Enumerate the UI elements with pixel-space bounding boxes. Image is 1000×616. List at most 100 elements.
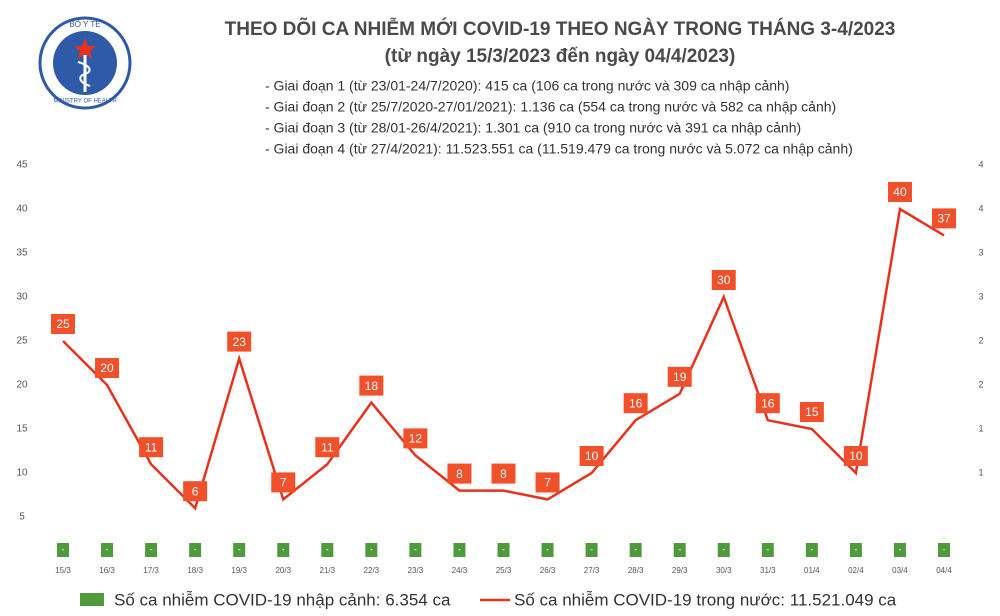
label-box	[183, 481, 208, 502]
bar-label: -	[634, 544, 637, 554]
bar-label: -	[458, 544, 461, 554]
data-label: 8	[500, 467, 507, 481]
label-box	[799, 402, 824, 422]
note: - Giai đoạn 4 (từ 27/4/2021): 11.523.551…	[265, 141, 853, 157]
bar	[233, 543, 246, 557]
x-tick-label: 16/3	[99, 566, 115, 575]
label-box	[755, 393, 780, 414]
label-box	[711, 270, 736, 290]
x-tick-label: 18/3	[187, 566, 203, 575]
note: - Giai đoạn 3 (từ 28/01-26/4/2021): 1.30…	[265, 120, 801, 136]
bar-label: -	[370, 544, 373, 554]
bar-label: -	[590, 544, 593, 554]
x-tick-label: 27/3	[584, 566, 600, 575]
bar-label: -	[546, 544, 549, 554]
logo-bottom: MINISTRY OF HEALTH	[53, 99, 116, 105]
data-label: 11	[321, 440, 334, 454]
x-tick-label: 04/4	[936, 566, 952, 575]
label-box	[315, 437, 340, 458]
x-tick-label: 01/4	[804, 566, 820, 575]
legend-label: Số ca nhiễm COVID-19 nhập cảnh: 6.354 ca	[114, 590, 451, 609]
bar-label: -	[722, 544, 725, 554]
x-tick-label: 20/3	[275, 566, 291, 575]
y-tick-label: 25	[16, 336, 28, 347]
label-box	[491, 463, 516, 484]
bar	[189, 543, 202, 557]
y2-tick-label: 4	[978, 203, 983, 213]
x-tick-label: 21/3	[320, 566, 336, 575]
x-tick-label: 17/3	[143, 566, 159, 575]
bar-label: -	[194, 544, 197, 554]
y2-tick-label: 3	[978, 247, 983, 257]
bar	[145, 543, 158, 557]
label-box	[843, 446, 868, 466]
data-label: 16	[761, 396, 775, 410]
bar	[101, 543, 114, 557]
label-box	[359, 375, 384, 396]
data-label: 20	[100, 361, 114, 375]
label-box	[139, 437, 164, 458]
y2-tick-label: 4	[978, 159, 983, 169]
data-label: 40	[893, 185, 907, 199]
data-label: 19	[673, 370, 687, 384]
x-tick-label: 28/3	[628, 566, 644, 575]
y-tick-label: 30	[16, 292, 28, 303]
y2-tick-label: 2	[978, 335, 983, 345]
bar	[365, 543, 378, 557]
label-box	[403, 428, 428, 449]
data-label: 16	[629, 396, 643, 410]
bar-label: -	[766, 544, 769, 554]
bar	[497, 543, 510, 557]
data-label: 15	[805, 405, 819, 419]
y-tick-label: 15	[16, 424, 28, 435]
bar-label: -	[502, 544, 505, 554]
x-tick-label: 19/3	[231, 566, 247, 575]
y-tick-label: 45	[16, 160, 28, 171]
y2-tick-label: 3	[978, 291, 983, 301]
bar-label: -	[678, 544, 681, 554]
bar-label: -	[810, 544, 813, 554]
data-label: 25	[56, 317, 70, 331]
logo: BỘ Y TẾ MINISTRY OF HEALTH	[38, 16, 132, 110]
bar	[585, 543, 598, 557]
label-box	[667, 366, 692, 387]
chart-title: THEO DÕI CA NHIỄM MỚI COVID-19 THEO NGÀY…	[225, 18, 896, 40]
label-box	[887, 182, 912, 202]
note: - Giai đoạn 2 (từ 25/7/2020-27/01/2021):…	[265, 99, 836, 115]
data-label: 7	[544, 476, 551, 490]
note: - Giai đoạn 1 (từ 23/01-24/7/2020): 415 …	[265, 78, 789, 94]
bar-label: -	[326, 544, 329, 554]
bar	[321, 543, 334, 557]
x-tick-label: 03/4	[892, 566, 908, 575]
x-tick-label: 25/3	[496, 566, 512, 575]
bar	[673, 543, 686, 557]
bar-label: -	[238, 544, 241, 554]
bar-label: -	[62, 544, 65, 554]
bar	[805, 543, 818, 557]
label-box	[535, 472, 560, 493]
bar	[938, 543, 950, 557]
x-tick-label: 29/3	[672, 566, 688, 575]
bar	[541, 543, 554, 557]
x-tick-label: 15/3	[55, 566, 71, 575]
y-tick-label: 35	[16, 248, 28, 259]
data-label: 12	[409, 432, 423, 446]
data-label: 11	[145, 440, 158, 454]
bar	[57, 543, 69, 557]
bar	[893, 543, 906, 557]
y-tick-label: 5	[19, 512, 25, 523]
y-tick-label: 10	[16, 468, 28, 479]
bar-label: -	[414, 544, 417, 554]
bar	[409, 543, 422, 557]
x-tick-label: 22/3	[364, 566, 380, 575]
logo-top: BỘ Y TẾ	[69, 19, 100, 29]
bar	[849, 543, 862, 557]
line	[62, 206, 945, 511]
data-label: 37	[937, 212, 951, 226]
label-box	[579, 446, 604, 466]
y2-tick-label: 1	[978, 423, 983, 433]
label-box	[51, 314, 75, 334]
bar	[453, 543, 466, 557]
data-label: 10	[849, 449, 863, 463]
